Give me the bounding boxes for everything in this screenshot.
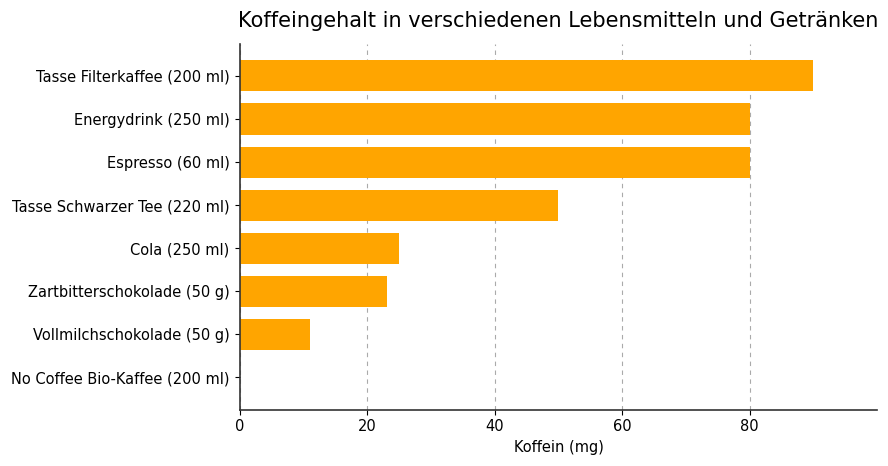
Bar: [240, 103, 749, 135]
Bar: [240, 61, 813, 91]
X-axis label: Koffein (mg): Koffein (mg): [513, 440, 603, 455]
Bar: [240, 190, 559, 221]
Bar: [240, 319, 310, 350]
Title: Koffeingehalt in verschiedenen Lebensmitteln und Getränken: Koffeingehalt in verschiedenen Lebensmit…: [238, 11, 878, 31]
Bar: [240, 147, 749, 178]
Bar: [240, 233, 400, 264]
Bar: [240, 276, 386, 307]
